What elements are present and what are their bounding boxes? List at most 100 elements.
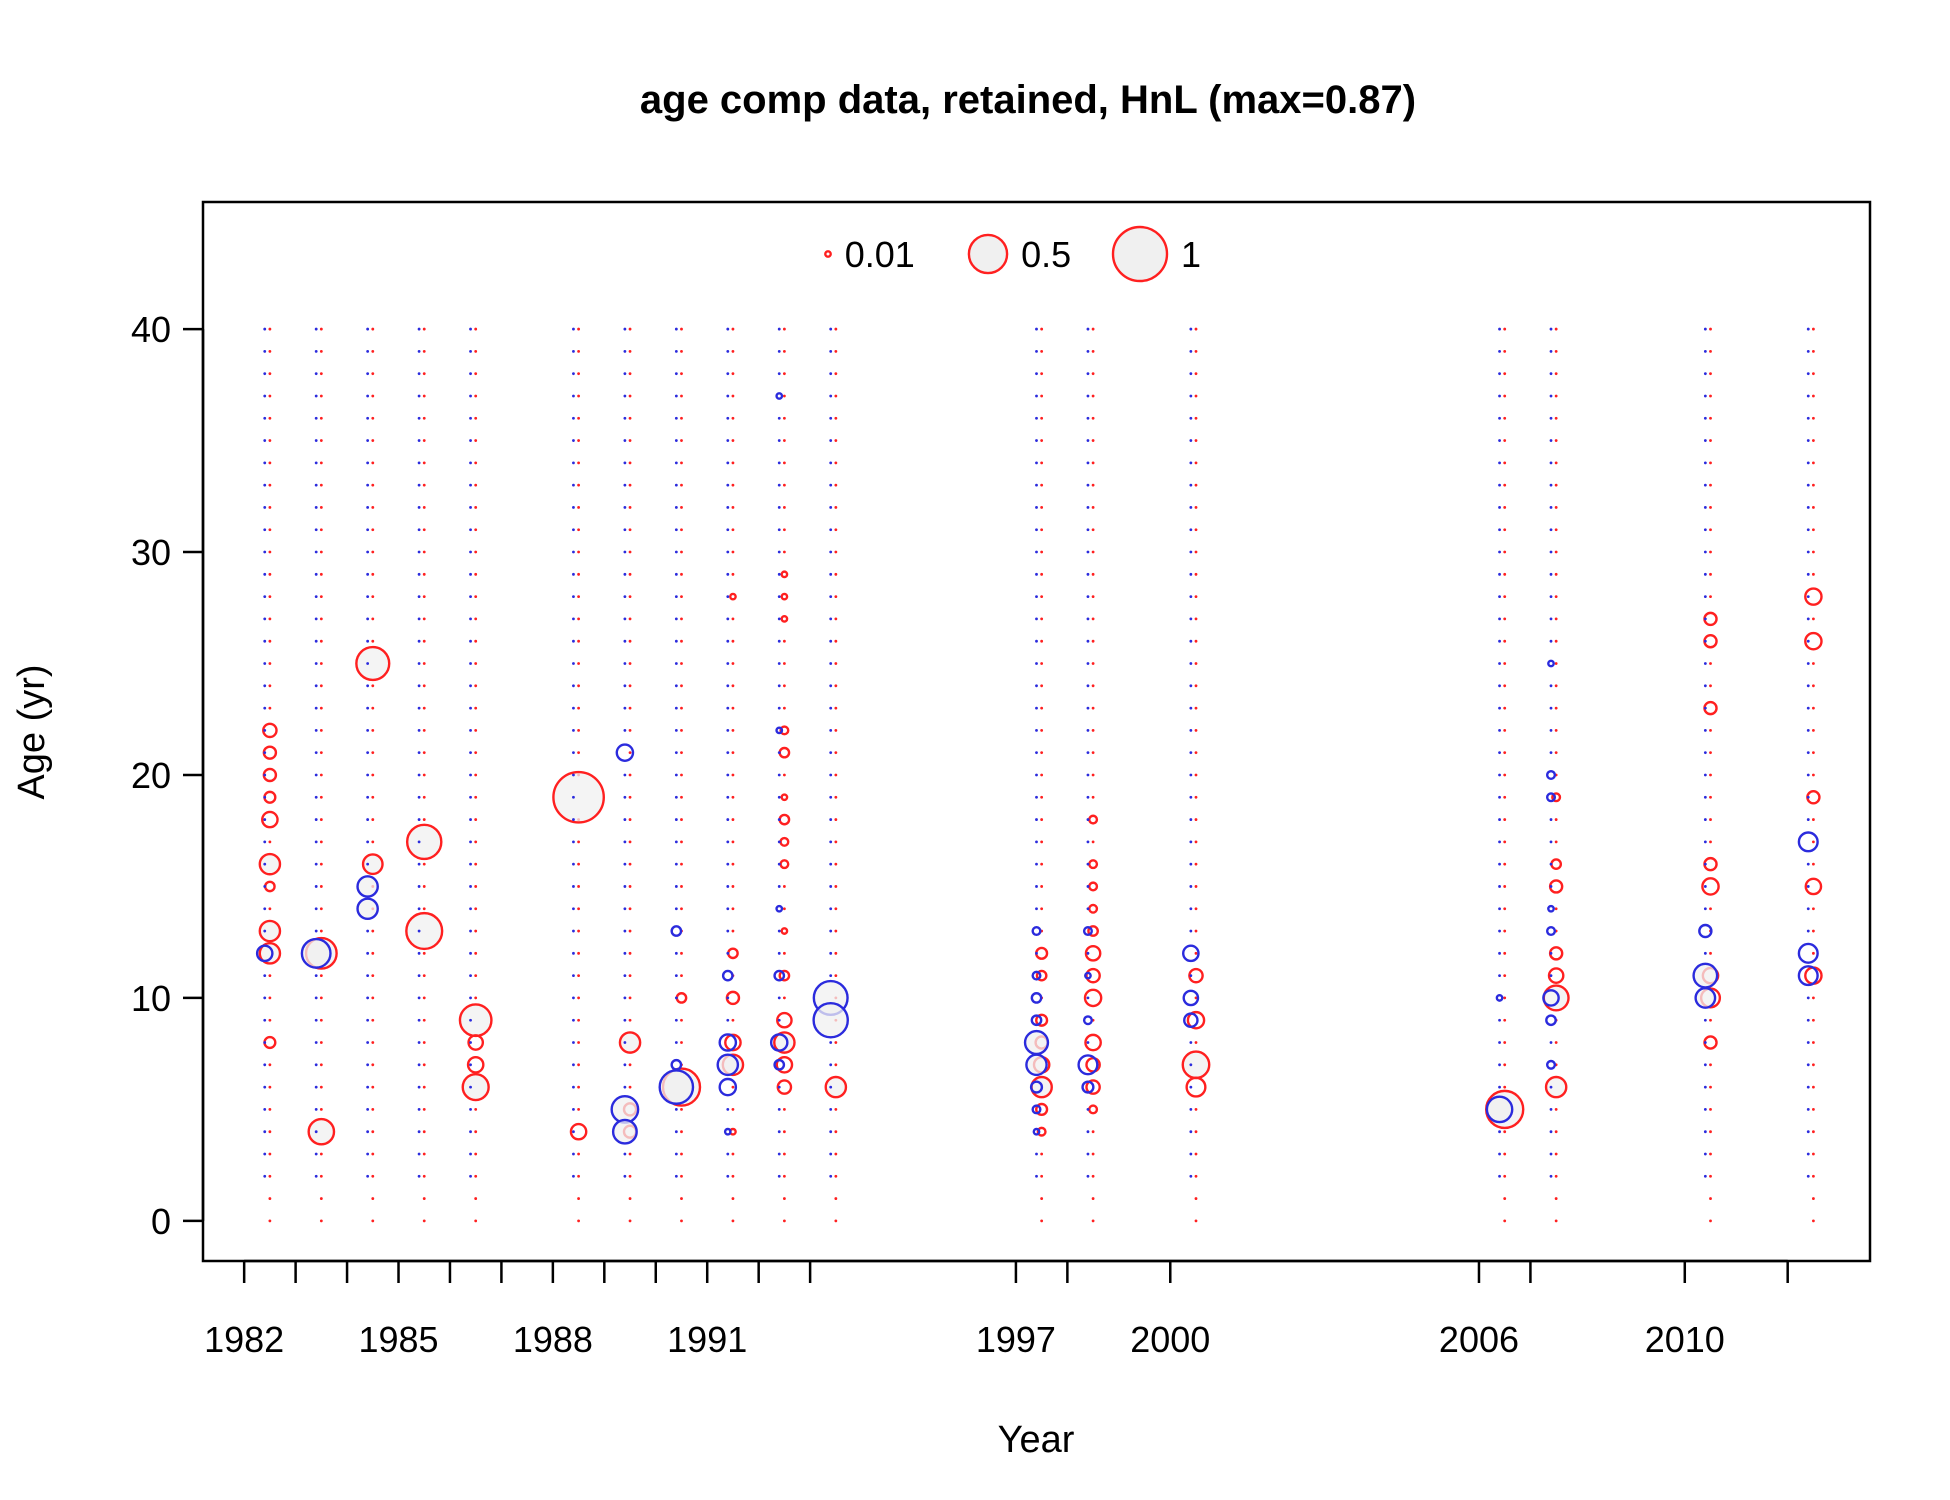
data-point-dot — [469, 751, 472, 755]
data-point-dot — [829, 550, 833, 554]
data-point-dot — [268, 1219, 272, 1223]
data-point-dot — [623, 550, 627, 554]
data-point-dot — [829, 773, 833, 777]
data-point-dot — [1812, 461, 1815, 465]
data-point-dot — [577, 416, 580, 420]
data-point-dot — [1806, 862, 1810, 866]
data-point-dot — [674, 595, 678, 599]
data-point-dot — [1812, 550, 1815, 554]
data-point-dot — [1194, 439, 1198, 442]
data-point-dot — [834, 728, 838, 732]
data-point-dot — [731, 684, 735, 688]
data-point-dot — [1040, 773, 1044, 777]
data-point-bubble — [467, 1034, 485, 1051]
data-point-dot — [680, 1107, 683, 1111]
data-point-dot — [777, 773, 781, 777]
data-point-dot — [782, 907, 786, 911]
data-point-dot — [474, 1174, 478, 1178]
data-point-dot — [726, 506, 730, 509]
data-point-dot — [417, 1018, 421, 1022]
data-point-dot — [834, 617, 838, 621]
x-tick-label: 2000 — [1130, 1319, 1210, 1360]
data-point-dot — [1189, 907, 1193, 911]
data-point-dot — [371, 951, 375, 955]
data-point-dot — [1703, 951, 1707, 955]
data-point-dot — [834, 751, 838, 755]
data-point-dot — [1091, 1130, 1095, 1134]
data-point-dot — [628, 461, 632, 465]
data-point-dot — [731, 372, 735, 376]
data-point-dot — [263, 372, 267, 376]
data-point-bubble — [1804, 631, 1823, 651]
data-point-dot — [1549, 595, 1553, 599]
data-point-dot — [1554, 907, 1558, 911]
data-point-dot — [314, 751, 318, 755]
data-point-dot — [674, 461, 678, 465]
data-point-dot — [777, 706, 781, 710]
data-point-dot — [623, 818, 627, 821]
data-point-dot — [422, 461, 426, 465]
data-point-dot — [263, 416, 267, 420]
data-point-bubble — [1182, 944, 1200, 963]
data-point-dot — [1703, 639, 1707, 643]
data-point-dot — [1812, 1018, 1815, 1022]
data-point-dot — [1035, 684, 1038, 688]
data-point-dot — [731, 572, 735, 576]
data-point-dot — [469, 483, 472, 487]
data-point-dot — [1554, 684, 1558, 688]
data-point-dot — [1194, 595, 1198, 599]
data-point-dot — [572, 617, 575, 621]
data-point-dot — [1194, 1041, 1198, 1044]
x-tick-label: 1988 — [513, 1319, 593, 1360]
data-point-dot — [422, 662, 426, 665]
data-point-dot — [417, 728, 421, 732]
data-point-dot — [1812, 951, 1815, 955]
data-point-dot — [319, 617, 323, 621]
data-point-dot — [1194, 907, 1198, 911]
data-point-dot — [572, 572, 575, 576]
data-point-dot — [834, 773, 838, 777]
data-point-bubble — [716, 1053, 740, 1077]
data-point-dot — [1086, 506, 1090, 509]
data-point-dot — [268, 706, 272, 710]
data-point-dot — [674, 372, 678, 376]
data-point-dot — [474, 974, 478, 978]
data-point-dot — [1189, 483, 1193, 487]
data-point-bubble — [723, 1127, 732, 1136]
x-axis: 1982 1985 1988 1991 1997 2000 2006 2010 — [204, 1259, 1789, 1360]
data-point-bubble — [1804, 877, 1823, 896]
data-point-dot — [263, 862, 267, 866]
data-point-dot — [680, 951, 683, 955]
data-point-dot — [834, 416, 838, 420]
data-point-bubble — [1029, 1080, 1044, 1094]
data-point-dot — [469, 617, 472, 621]
data-point-dot — [1498, 751, 1501, 755]
data-point-bubble — [1088, 881, 1099, 892]
data-point-dot — [1554, 728, 1558, 732]
data-point-dot — [268, 416, 272, 420]
data-point-dot — [1498, 1085, 1501, 1089]
data-point-dot — [1086, 528, 1090, 532]
data-point-dot — [1709, 773, 1712, 777]
data-point-dot — [1549, 506, 1553, 509]
data-point-dot — [263, 550, 267, 554]
data-point-dot — [422, 639, 426, 643]
data-point-dot — [1035, 349, 1038, 353]
data-point-dot — [782, 1130, 786, 1134]
data-point-bubble — [258, 942, 282, 965]
data-point-dot — [314, 528, 318, 532]
data-point-dot — [1035, 885, 1038, 888]
data-point-dot — [474, 639, 478, 643]
data-point-bubble — [255, 944, 274, 963]
data-point-dot — [572, 885, 575, 888]
data-point-bubble — [1545, 792, 1557, 803]
data-point-bubble — [775, 726, 784, 735]
data-point-dot — [263, 728, 267, 732]
data-point-dot — [628, 416, 632, 420]
data-point-dot — [1040, 639, 1044, 643]
data-point-dot — [1709, 728, 1712, 732]
data-point-dot — [314, 996, 318, 1000]
data-point-dot — [1812, 372, 1815, 376]
data-point-dot — [1806, 1130, 1810, 1134]
data-point-dot — [628, 349, 632, 353]
